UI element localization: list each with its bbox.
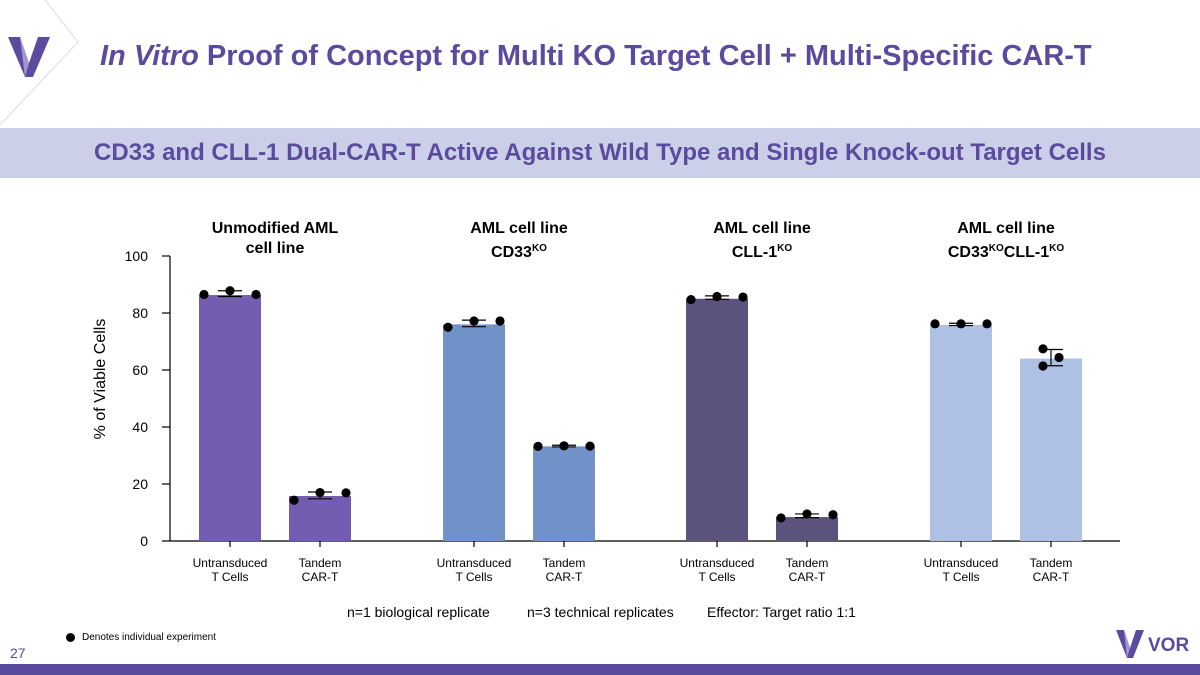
legend: Denotes individual experiment	[66, 632, 216, 643]
data-point	[802, 509, 812, 519]
y-tick-label: 100	[124, 248, 148, 264]
bar	[199, 295, 261, 541]
brand-name: VOR	[1148, 635, 1189, 656]
data-point	[1054, 352, 1064, 363]
vor-logo-icon	[1116, 630, 1144, 658]
data-point	[199, 289, 209, 300]
x-tick-label: Untransduced T Cells	[923, 556, 999, 584]
x-tick-label: Tandem CAR-T	[542, 556, 586, 584]
y-tick-label: 40	[132, 419, 148, 435]
data-point	[443, 322, 453, 332]
page-number: 27	[10, 645, 26, 661]
data-point	[533, 441, 543, 451]
vor-brand-logo: VOR	[1116, 630, 1189, 658]
bar	[776, 517, 838, 541]
legend-label: Denotes individual experiment	[82, 632, 216, 643]
data-point	[585, 441, 595, 451]
note-biological-replicate: n=1 biological replicate	[347, 604, 490, 620]
bar	[443, 324, 505, 541]
panel-title-double-ko: AML cell line CD33KOCLL-1KO	[947, 220, 1065, 261]
y-tick-label: 60	[132, 362, 148, 378]
data-point	[982, 319, 992, 329]
x-tick-label: Untransduced T Cells	[192, 556, 268, 584]
note-effector-ratio: Effector: Target ratio 1:1	[707, 604, 856, 620]
data-point	[738, 292, 748, 302]
data-point	[1038, 344, 1048, 354]
data-point	[289, 495, 299, 505]
data-point	[686, 295, 696, 305]
slide-title: In Vitro Proof of Concept for Multi KO T…	[100, 40, 1092, 72]
dot-icon	[66, 633, 75, 642]
data-point	[956, 319, 966, 329]
data-point	[341, 488, 351, 498]
y-tick-label: 0	[140, 533, 148, 549]
data-point	[712, 291, 722, 302]
data-point	[225, 286, 235, 296]
bottom-bar	[0, 664, 1200, 675]
data-point	[776, 513, 786, 523]
subtitle-banner: CD33 and CLL-1 Dual-CAR-T Active Against…	[0, 128, 1200, 178]
x-tick-label: Tandem CAR-T	[785, 556, 829, 584]
bar	[930, 324, 992, 541]
y-tick-label: 20	[132, 476, 148, 492]
bar	[1020, 358, 1082, 541]
x-tick-label: Tandem CAR-T	[1029, 556, 1073, 584]
data-point	[930, 319, 940, 329]
panel-title-unmodified: Unmodified AML cell line	[211, 220, 339, 257]
data-point	[315, 487, 325, 498]
data-point	[469, 316, 479, 326]
panel-title-cll1ko: AML cell line CLL-1KO	[713, 220, 811, 261]
x-tick-label: Untransduced T Cells	[679, 556, 755, 584]
x-tick-label: Untransduced T Cells	[436, 556, 512, 584]
data-point	[1038, 361, 1048, 371]
x-tick-label: Tandem CAR-T	[298, 556, 342, 584]
panel-title-cd33ko: AML cell line CD33KO	[470, 220, 568, 261]
data-point	[495, 316, 505, 326]
data-point	[559, 441, 569, 451]
bar	[289, 495, 351, 541]
bar	[686, 298, 748, 541]
vor-logo-icon	[8, 37, 50, 77]
data-point	[828, 510, 838, 520]
bar	[533, 446, 595, 541]
y-tick-label: 80	[132, 305, 148, 321]
data-point	[251, 289, 261, 300]
note-technical-replicates: n=3 technical replicates	[527, 604, 674, 620]
subtitle-text: CD33 and CLL-1 Dual-CAR-T Active Against…	[94, 139, 1106, 166]
